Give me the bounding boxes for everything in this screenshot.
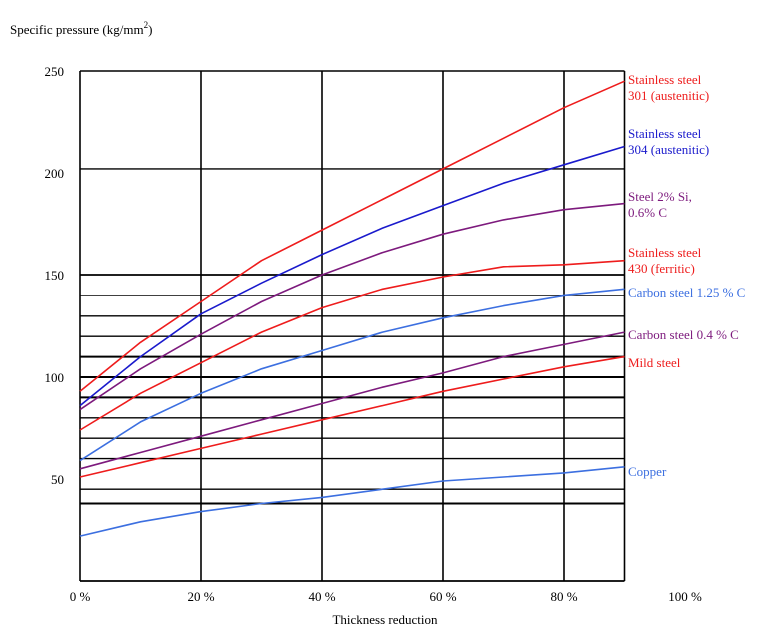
y-axis-label: Specific pressure (kg/mm2) bbox=[10, 20, 152, 37]
x-tick-label: 80 % bbox=[550, 589, 577, 604]
y-tick-label: 200 bbox=[45, 166, 65, 181]
x-tick-labels: 0 % 20 % 40 % 60 % 80 % 100 % bbox=[70, 589, 702, 604]
series-label-1: Stainless steel 304 (austenitic) bbox=[628, 126, 709, 157]
x-tick-label: 40 % bbox=[308, 589, 335, 604]
series-labels: Stainless steel 301 (austenitic) Stainless… bbox=[628, 72, 745, 479]
series-line-5 bbox=[79, 331, 625, 470]
series-label-2: Steel 2% Si, 0.6% C bbox=[628, 189, 692, 220]
series-lines bbox=[79, 80, 625, 537]
x-tick-label: 60 % bbox=[429, 589, 456, 604]
series-label-0: Stainless steel 301 (austenitic) bbox=[628, 72, 709, 103]
series-line-3 bbox=[79, 259, 625, 431]
grid-lines bbox=[79, 70, 626, 582]
x-axis-label: Thickness reduction bbox=[332, 612, 438, 627]
x-tick-label: 100 % bbox=[668, 589, 702, 604]
series-line-4 bbox=[79, 288, 625, 462]
series-line-1 bbox=[79, 145, 625, 407]
y-tick-label: 250 bbox=[45, 64, 65, 79]
series-line-2 bbox=[79, 202, 625, 411]
series-label-7: Copper bbox=[628, 464, 667, 479]
series-line-0 bbox=[79, 80, 625, 392]
series-label-6: Mild steel bbox=[628, 355, 681, 370]
y-tick-labels: 50 100 150 200 250 bbox=[45, 64, 65, 487]
y-tick-label: 50 bbox=[51, 472, 64, 487]
series-label-5: Carbon steel 0.4 % C bbox=[628, 327, 739, 342]
series-label-4: Carbon steel 1.25 % C bbox=[628, 285, 745, 300]
y-tick-label: 150 bbox=[45, 268, 65, 283]
series-line-6 bbox=[79, 355, 625, 478]
series-label-3: Stainless steel 430 (ferritic) bbox=[628, 245, 702, 276]
x-tick-label: 0 % bbox=[70, 589, 91, 604]
series-line-7 bbox=[79, 466, 625, 537]
x-tick-label: 20 % bbox=[187, 589, 214, 604]
y-tick-label: 100 bbox=[45, 370, 65, 385]
